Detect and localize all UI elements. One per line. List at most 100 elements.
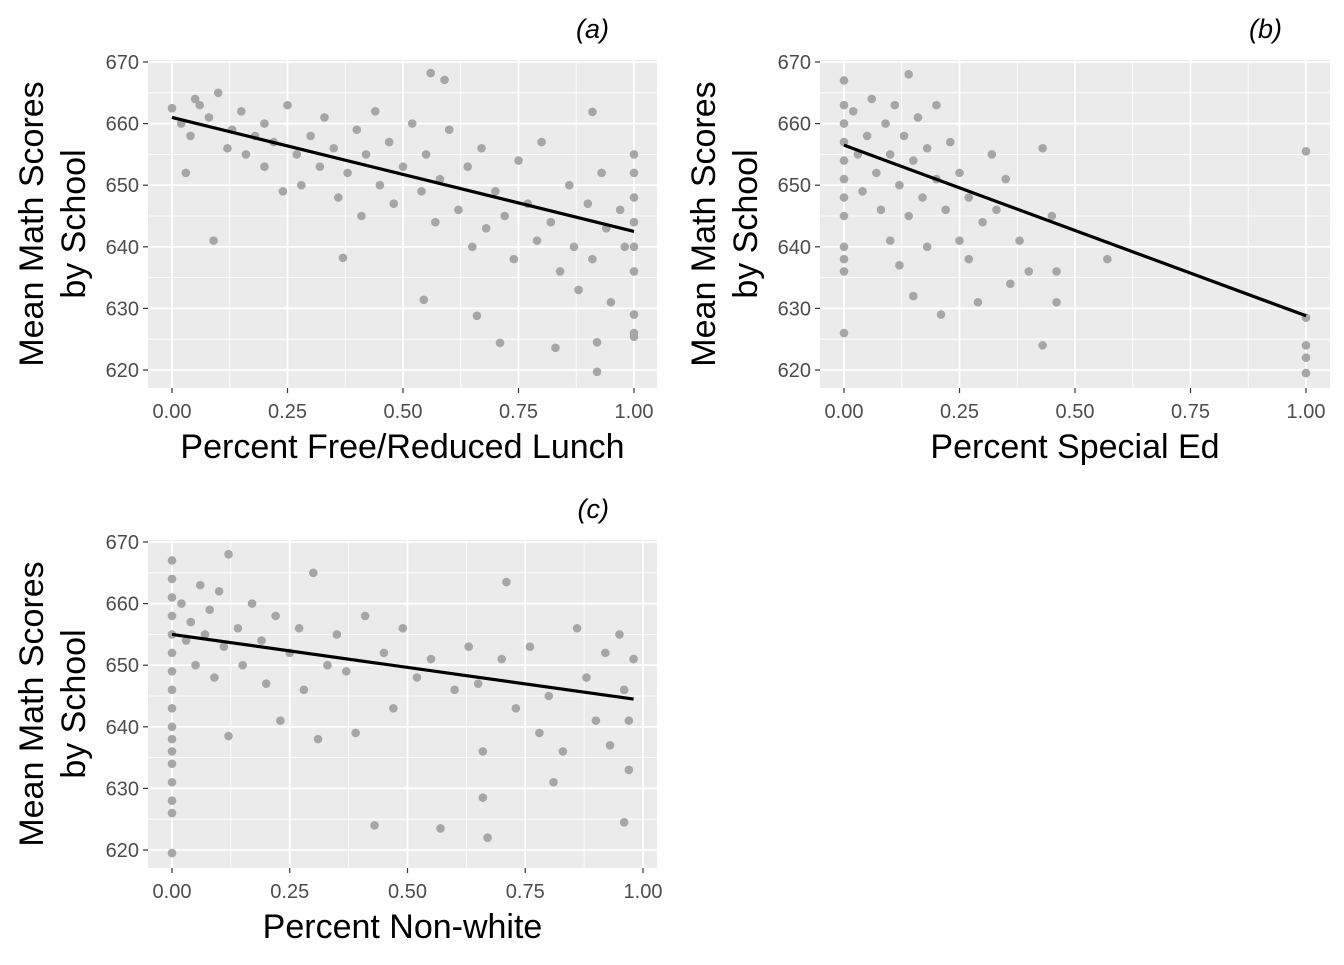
data-point bbox=[591, 716, 601, 725]
data-point bbox=[629, 193, 639, 202]
data-point bbox=[472, 311, 482, 321]
data-point bbox=[426, 68, 436, 78]
data-point bbox=[558, 747, 568, 756]
y-tick-label: 670 bbox=[106, 532, 139, 554]
data-point bbox=[551, 343, 560, 353]
data-point bbox=[361, 150, 371, 159]
data-point bbox=[481, 224, 491, 233]
data-point bbox=[629, 217, 639, 227]
panel-title: (a) bbox=[576, 14, 609, 44]
panel-c: 0.00 0.25 0.50 0.75 1.00 620 630 640 650 660 670 (c… bbox=[13, 494, 662, 946]
data-point bbox=[592, 367, 602, 377]
y-axis-title: by School bbox=[55, 149, 93, 298]
data-point bbox=[867, 94, 877, 104]
data-point bbox=[292, 150, 302, 159]
data-point bbox=[885, 150, 895, 159]
data-point bbox=[299, 685, 309, 695]
data-point bbox=[186, 131, 195, 141]
data-point bbox=[574, 285, 583, 295]
data-point bbox=[278, 187, 288, 196]
data-point bbox=[283, 100, 292, 110]
data-point bbox=[276, 716, 285, 725]
data-point bbox=[1024, 267, 1034, 276]
data-point bbox=[500, 211, 509, 221]
data-point bbox=[398, 162, 408, 172]
x-tick-label: 0.25 bbox=[270, 881, 309, 903]
x-tick-label: 0.00 bbox=[153, 401, 192, 423]
data-point bbox=[895, 260, 904, 270]
data-point bbox=[592, 337, 602, 347]
data-point bbox=[890, 100, 900, 110]
panel-title: (b) bbox=[1249, 14, 1282, 44]
data-point bbox=[261, 679, 271, 688]
data-point bbox=[1052, 297, 1061, 307]
data-point bbox=[620, 242, 630, 252]
data-point bbox=[167, 704, 177, 713]
data-point bbox=[909, 156, 918, 165]
data-point bbox=[839, 193, 849, 202]
data-point bbox=[417, 187, 426, 196]
data-point bbox=[306, 131, 315, 141]
data-point bbox=[195, 580, 205, 590]
x-axis-title: Percent Non-white bbox=[263, 908, 543, 946]
data-point bbox=[297, 180, 306, 190]
data-point bbox=[421, 150, 431, 159]
data-point bbox=[1103, 254, 1112, 264]
data-point bbox=[514, 156, 523, 165]
data-point bbox=[848, 106, 858, 116]
data-point bbox=[343, 168, 352, 178]
data-point bbox=[936, 310, 946, 319]
data-point bbox=[473, 679, 483, 688]
data-point bbox=[615, 630, 624, 639]
data-point bbox=[964, 193, 974, 202]
data-point bbox=[334, 193, 343, 202]
data-point bbox=[294, 623, 304, 633]
data-point bbox=[549, 777, 558, 787]
data-point bbox=[224, 731, 233, 741]
data-point bbox=[629, 168, 639, 178]
data-point bbox=[329, 143, 339, 153]
data-point bbox=[389, 199, 399, 208]
data-point bbox=[605, 740, 615, 750]
data-point bbox=[205, 605, 214, 615]
data-point bbox=[588, 254, 597, 264]
data-point bbox=[167, 747, 177, 756]
data-point bbox=[918, 193, 927, 202]
data-point bbox=[167, 808, 177, 818]
data-point bbox=[238, 660, 247, 670]
y-tick-label: 620 bbox=[106, 360, 139, 382]
data-point bbox=[167, 777, 177, 787]
data-point bbox=[629, 242, 639, 252]
data-point bbox=[913, 113, 923, 122]
data-point bbox=[511, 704, 521, 713]
data-point bbox=[483, 833, 492, 842]
data-point bbox=[210, 673, 219, 682]
y-tick-label: 630 bbox=[106, 778, 139, 800]
data-point bbox=[839, 119, 849, 128]
data-point bbox=[1301, 147, 1311, 156]
data-point bbox=[544, 691, 554, 701]
data-point bbox=[419, 295, 429, 305]
data-point bbox=[224, 550, 233, 559]
data-point bbox=[904, 70, 913, 79]
data-point bbox=[629, 150, 639, 159]
data-point bbox=[370, 106, 380, 116]
data-point bbox=[332, 630, 342, 639]
data-point bbox=[532, 236, 542, 245]
data-point bbox=[323, 660, 332, 670]
data-point bbox=[247, 599, 257, 608]
data-point bbox=[167, 556, 177, 565]
data-point bbox=[1015, 236, 1024, 245]
data-point bbox=[839, 267, 849, 276]
data-point bbox=[624, 716, 634, 725]
x-tick-label: 0.25 bbox=[268, 401, 307, 423]
data-point bbox=[1038, 143, 1047, 153]
data-point bbox=[167, 667, 177, 676]
data-point bbox=[241, 150, 251, 159]
data-point bbox=[167, 103, 177, 113]
y-tick-label: 650 bbox=[106, 175, 139, 197]
data-point bbox=[899, 131, 909, 141]
data-point bbox=[313, 734, 323, 744]
x-tick-label: 1.00 bbox=[1287, 401, 1326, 423]
y-axis-title: by School bbox=[727, 149, 765, 298]
